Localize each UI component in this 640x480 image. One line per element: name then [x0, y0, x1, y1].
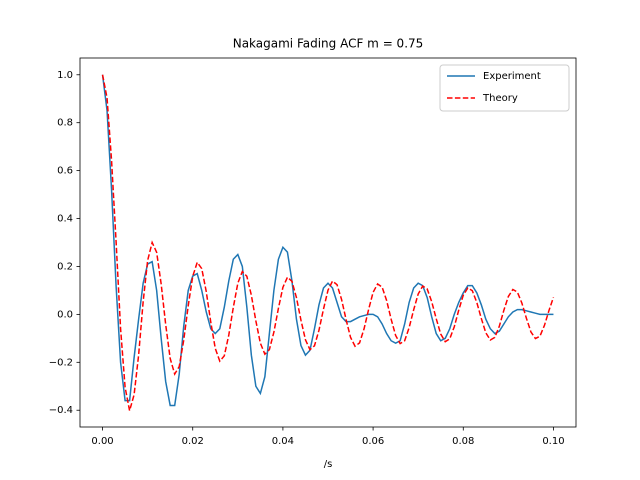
x-axis-label: /s [324, 459, 333, 470]
chart-title: Nakagami Fading ACF m = 0.75 [233, 37, 424, 51]
y-tick-label: 0.6 [57, 166, 73, 177]
y-tick-label: 1.0 [57, 70, 73, 81]
y-tick-label: 0.4 [57, 214, 73, 225]
data-line [101, 74, 555, 411]
y-tick-label: −0.2 [49, 357, 73, 368]
x-tick-label: 0.00 [91, 436, 113, 447]
y-tick-label: 0.2 [57, 261, 73, 272]
legend-label: Experiment [483, 71, 541, 82]
legend-label: Theory [482, 93, 518, 104]
x-tick-label: 0.06 [362, 436, 384, 447]
axes-frame [79, 57, 577, 428]
x-tick-label: 0.04 [272, 436, 294, 447]
y-tick-label: −0.4 [49, 405, 73, 416]
x-tick-label: 0.02 [182, 436, 204, 447]
y-tick-label: 0.0 [57, 309, 73, 320]
data-line [101, 74, 554, 407]
x-tick-label: 0.10 [542, 436, 564, 447]
x-tick-label: 0.08 [452, 436, 474, 447]
y-tick-label: 0.8 [57, 118, 73, 129]
